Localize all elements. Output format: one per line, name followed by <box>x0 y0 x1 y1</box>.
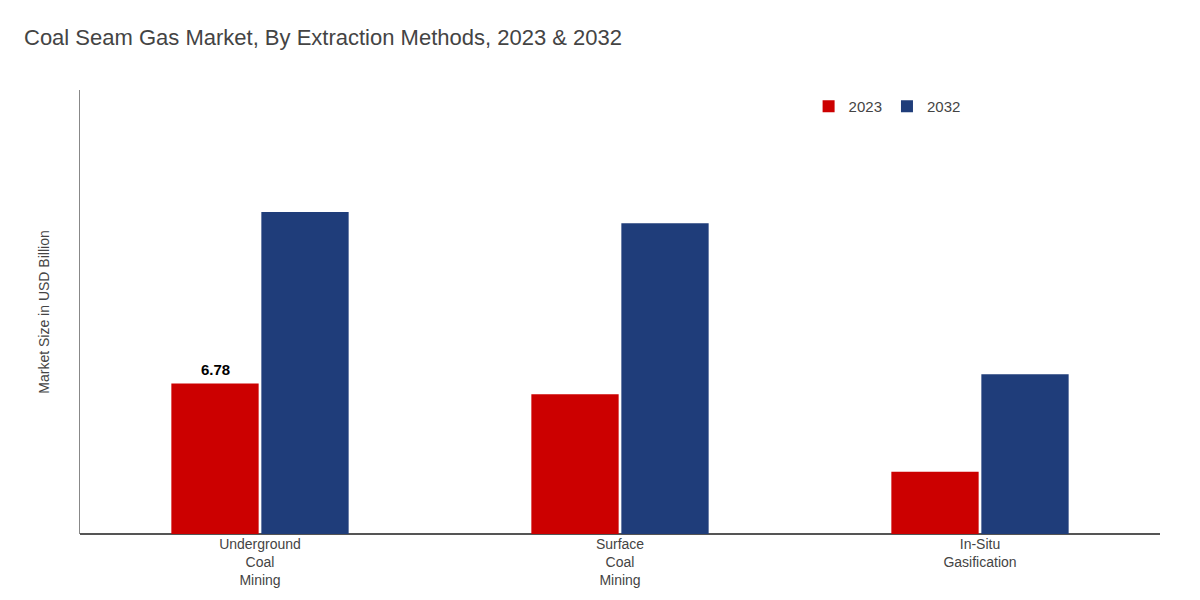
svg-text:UndergroundCoalMining: UndergroundCoalMining <box>219 536 301 588</box>
svg-text:In-SituGasification: In-SituGasification <box>943 536 1016 570</box>
svg-text:Coal Seam Gas Market, By Extra: Coal Seam Gas Market, By Extraction Meth… <box>24 25 622 50</box>
svg-text:Market Size in USD Billion: Market Size in USD Billion <box>36 230 52 393</box>
svg-text:2023: 2023 <box>849 98 882 115</box>
svg-text:2032: 2032 <box>927 98 960 115</box>
svg-text:6.78: 6.78 <box>201 361 230 378</box>
svg-text:SurfaceCoalMining: SurfaceCoalMining <box>596 536 644 588</box>
